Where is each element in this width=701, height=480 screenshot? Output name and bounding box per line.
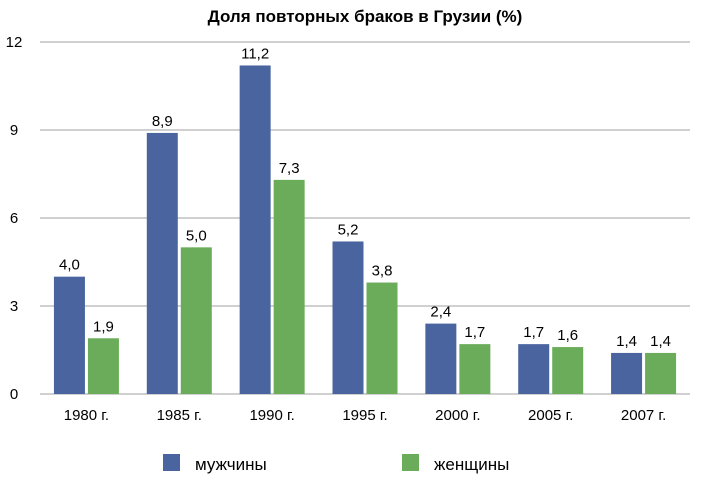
bar [425,323,457,394]
legend-swatch [402,454,419,471]
y-axis-ticks: 0 3 6 9 12 [6,34,23,403]
bar [332,241,364,394]
x-axis-labels: 1980 г. 1985 г. 1990 г. 1995 г. 2000 г. 2005 … [64,407,667,424]
y-tick-label: 12 [6,34,23,51]
bar [518,344,550,394]
x-tick-label: 1995 г. [342,407,387,424]
bar [273,179,305,394]
x-tick-label: 1985 г. [157,407,202,424]
data-label: 11,2 [241,45,269,62]
legend-item: женщины [402,454,509,474]
bar [87,338,119,394]
y-tick-label: 0 [10,386,18,403]
data-label: 8,9 [152,113,173,130]
bar [645,352,677,394]
data-label: 7,3 [279,160,300,177]
data-labels: 4,0 1,9 8,9 5,0 11,2 7,3 5,2 3,8 2,4 1,7 1,7 1,6 1,4… [59,45,671,349]
bar [552,347,584,394]
data-label: 1,7 [464,324,485,341]
y-tick-label: 3 [10,298,18,315]
bar [239,65,271,394]
data-label: 1,4 [616,333,637,350]
bar [180,247,212,394]
data-label: 5,2 [338,221,359,238]
bars [53,65,677,394]
x-tick-label: 2005 г. [528,407,573,424]
x-tick-label: 2000 г. [435,407,480,424]
bar [53,276,85,394]
x-tick-label: 1990 г. [249,407,294,424]
legend-swatch [163,454,180,471]
data-label: 1,9 [93,318,114,335]
gridlines [40,41,690,395]
data-label: 3,8 [372,263,393,280]
bar [366,282,398,394]
bar [146,132,178,394]
legend-label: женщины [434,455,509,474]
x-tick-label: 1980 г. [64,407,109,424]
legend: мужчины женщины [163,454,509,474]
y-tick-label: 6 [10,210,18,227]
y-tick-label: 9 [10,122,18,139]
chart-title: Доля повторных браков в Грузии (%) [208,7,523,26]
data-label: 2,4 [430,304,451,321]
data-label: 5,0 [186,227,207,244]
legend-label: мужчины [195,455,267,474]
bar [459,344,491,394]
data-label: 1,7 [523,324,544,341]
data-label: 1,4 [650,333,671,350]
bar [611,352,643,394]
legend-item: мужчины [163,454,267,474]
x-tick-label: 2007 г. [621,407,666,424]
data-label: 4,0 [59,257,80,274]
data-label: 1,6 [557,327,578,344]
